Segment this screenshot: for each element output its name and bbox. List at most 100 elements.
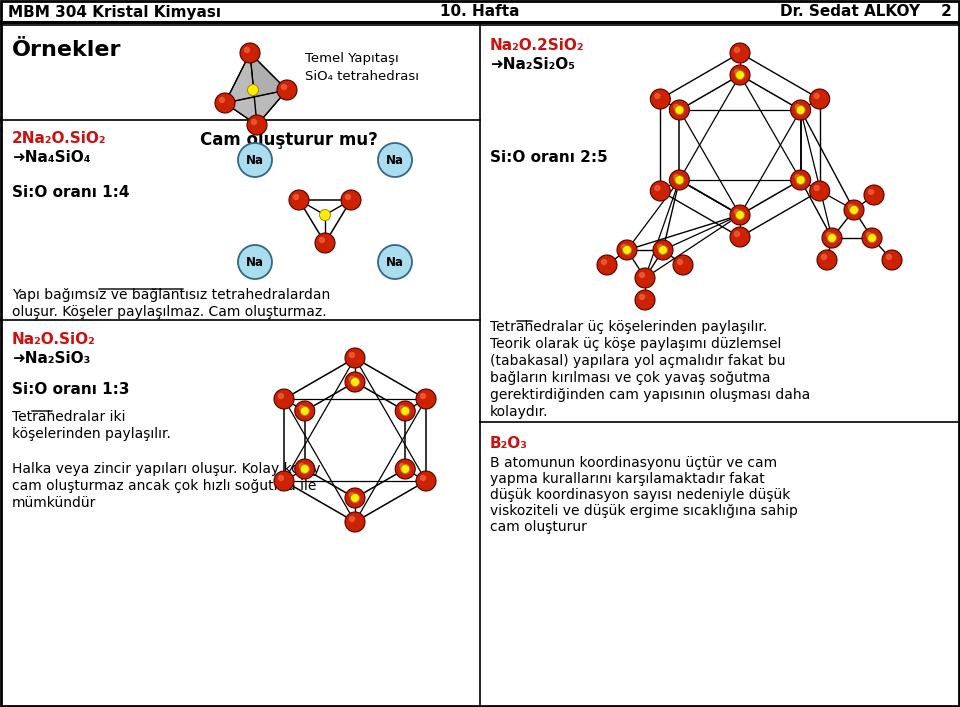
Circle shape bbox=[673, 255, 693, 275]
Circle shape bbox=[345, 512, 365, 532]
Circle shape bbox=[396, 459, 416, 479]
Circle shape bbox=[639, 295, 644, 300]
Circle shape bbox=[240, 43, 260, 63]
Circle shape bbox=[278, 476, 283, 481]
Circle shape bbox=[399, 406, 405, 411]
Circle shape bbox=[396, 401, 416, 421]
Text: yapma kurallarını karşılamaktadır fakat: yapma kurallarını karşılamaktadır fakat bbox=[490, 472, 765, 486]
Text: 10. Hafta: 10. Hafta bbox=[441, 4, 519, 20]
Circle shape bbox=[295, 459, 315, 479]
Circle shape bbox=[730, 227, 750, 247]
Circle shape bbox=[795, 105, 800, 110]
Circle shape bbox=[658, 245, 662, 250]
Text: oluşur. Köşeler paylaşılmaz. Cam oluşturmaz.: oluşur. Köşeler paylaşılmaz. Cam oluştur… bbox=[12, 305, 326, 319]
Text: Na: Na bbox=[246, 153, 264, 167]
Circle shape bbox=[350, 493, 359, 503]
Circle shape bbox=[734, 231, 739, 237]
Circle shape bbox=[674, 175, 679, 180]
Circle shape bbox=[655, 185, 660, 190]
Circle shape bbox=[400, 464, 410, 474]
Text: Na: Na bbox=[386, 153, 404, 167]
Text: gerektirdiğinden cam yapısının oluşması daha: gerektirdiğinden cam yapısının oluşması … bbox=[490, 388, 810, 402]
Circle shape bbox=[817, 250, 837, 270]
Circle shape bbox=[730, 205, 750, 225]
Circle shape bbox=[635, 268, 655, 288]
Polygon shape bbox=[250, 53, 287, 125]
Circle shape bbox=[882, 250, 902, 270]
Polygon shape bbox=[225, 90, 287, 125]
Circle shape bbox=[675, 105, 684, 115]
Text: ➜Na₂Si₂O₅: ➜Na₂Si₂O₅ bbox=[490, 57, 575, 72]
Text: düşük koordinasyon sayısı nedeniyle düşük: düşük koordinasyon sayısı nedeniyle düşü… bbox=[490, 488, 790, 502]
Circle shape bbox=[300, 407, 309, 416]
Text: ➜Na₂SiO₃: ➜Na₂SiO₃ bbox=[12, 351, 90, 366]
Circle shape bbox=[844, 200, 864, 220]
Text: Na₂O.SiO₂: Na₂O.SiO₂ bbox=[12, 332, 96, 347]
Text: Temel Yapıtaşı: Temel Yapıtaşı bbox=[305, 52, 398, 65]
Circle shape bbox=[650, 89, 670, 109]
Circle shape bbox=[420, 394, 425, 399]
Text: Na: Na bbox=[386, 255, 404, 269]
Circle shape bbox=[277, 80, 297, 100]
Text: Na: Na bbox=[246, 255, 264, 269]
Text: Tetrahedralar üç köşelerinden paylaşılır.: Tetrahedralar üç köşelerinden paylaşılır… bbox=[490, 320, 767, 334]
Circle shape bbox=[278, 394, 283, 399]
Text: Na₂O.2SiO₂: Na₂O.2SiO₂ bbox=[490, 38, 585, 53]
Text: Si:O oranı 1:3: Si:O oranı 1:3 bbox=[12, 382, 130, 397]
Circle shape bbox=[399, 464, 405, 469]
Circle shape bbox=[215, 93, 235, 113]
Circle shape bbox=[378, 143, 412, 177]
Circle shape bbox=[345, 372, 365, 392]
Circle shape bbox=[621, 245, 627, 250]
Circle shape bbox=[791, 170, 810, 190]
Text: mümkündür: mümkündür bbox=[12, 496, 96, 510]
Circle shape bbox=[245, 47, 250, 52]
Text: B atomunun koordinasyonu üçtür ve cam: B atomunun koordinasyonu üçtür ve cam bbox=[490, 456, 778, 470]
Circle shape bbox=[300, 464, 309, 474]
Circle shape bbox=[400, 407, 410, 416]
Circle shape bbox=[247, 115, 267, 135]
Text: Teorik olarak üç köşe paylaşımı düzlemsel: Teorik olarak üç köşe paylaşımı düzlemse… bbox=[490, 337, 781, 351]
Text: MBM 304 Kristal Kimyası: MBM 304 Kristal Kimyası bbox=[8, 4, 221, 20]
Circle shape bbox=[295, 401, 315, 421]
Circle shape bbox=[822, 255, 827, 259]
Circle shape bbox=[850, 206, 858, 214]
Circle shape bbox=[345, 488, 365, 508]
Circle shape bbox=[281, 85, 286, 90]
Circle shape bbox=[867, 233, 872, 238]
Circle shape bbox=[349, 377, 354, 382]
Circle shape bbox=[378, 245, 412, 279]
Circle shape bbox=[315, 233, 335, 253]
Circle shape bbox=[814, 93, 819, 98]
Circle shape bbox=[868, 233, 876, 243]
Circle shape bbox=[675, 175, 684, 185]
Circle shape bbox=[734, 209, 739, 214]
Circle shape bbox=[809, 89, 829, 109]
Circle shape bbox=[864, 185, 884, 205]
Circle shape bbox=[650, 181, 670, 201]
Text: Yapı bağımsız ve bağlantısız tetrahedralardan: Yapı bağımsız ve bağlantısız tetrahedral… bbox=[12, 288, 330, 302]
Text: Si:O oranı 1:4: Si:O oranı 1:4 bbox=[12, 185, 130, 200]
Circle shape bbox=[796, 105, 805, 115]
Circle shape bbox=[220, 98, 225, 103]
Circle shape bbox=[420, 476, 425, 481]
Circle shape bbox=[791, 100, 810, 120]
Circle shape bbox=[674, 105, 679, 110]
Circle shape bbox=[300, 464, 304, 469]
Text: Cam oluşturur mu?: Cam oluşturur mu? bbox=[200, 131, 378, 149]
Circle shape bbox=[814, 185, 819, 190]
Circle shape bbox=[274, 471, 294, 491]
Circle shape bbox=[730, 43, 750, 63]
Circle shape bbox=[238, 143, 272, 177]
Text: ➜Na₄SiO₄: ➜Na₄SiO₄ bbox=[12, 150, 90, 165]
Text: Dr. Sedat ALKOY    2: Dr. Sedat ALKOY 2 bbox=[780, 4, 952, 20]
Text: cam oluşturmaz ancak çok hızlı soğutma ile: cam oluşturmaz ancak çok hızlı soğutma i… bbox=[12, 479, 317, 493]
Circle shape bbox=[639, 272, 644, 278]
Circle shape bbox=[274, 389, 294, 409]
Circle shape bbox=[248, 85, 258, 95]
Circle shape bbox=[849, 204, 853, 209]
Circle shape bbox=[828, 233, 836, 243]
Circle shape bbox=[827, 233, 831, 238]
Text: viskoziteli ve düşük ergime sıcaklığına sahip: viskoziteli ve düşük ergime sıcaklığına … bbox=[490, 504, 798, 518]
Circle shape bbox=[341, 190, 361, 210]
